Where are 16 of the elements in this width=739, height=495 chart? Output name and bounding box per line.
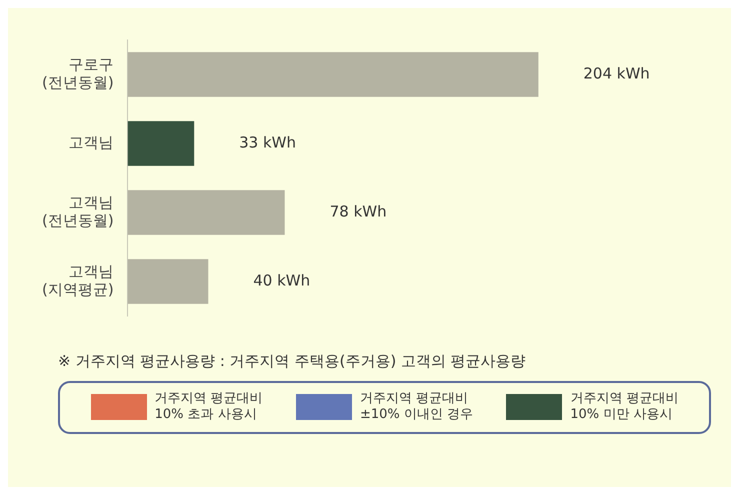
y-tick-label: 고객님 (전년동월) [42,193,114,230]
bar [128,259,208,304]
data-label: 40 kWh [253,271,310,290]
legend-label: 거주지역 평균대비 ±10% 이내인 경우 [360,391,474,424]
y-tick-label: 구로구 (전년동월) [42,55,114,92]
data-label: 78 kWh [330,202,387,220]
text: ※ 거주지역 평균사용량 : 거주지역 주택용(주거용) 고객의 평균사용량 [58,352,527,371]
bar [128,190,285,235]
y-tick-label: 고객님 (지역평균) [42,262,114,298]
bar [128,121,194,166]
y-tick-label: 고객님 [68,133,114,152]
data-label: 33 kWh [239,133,296,152]
legend-label: 거주지역 평균대비 10% 초과 사용시 [154,391,263,424]
bar [128,52,538,97]
legend-label: 거주지역 평균대비 10% 미만 사용시 [570,391,678,424]
data-label: 204 kWh [583,64,650,82]
